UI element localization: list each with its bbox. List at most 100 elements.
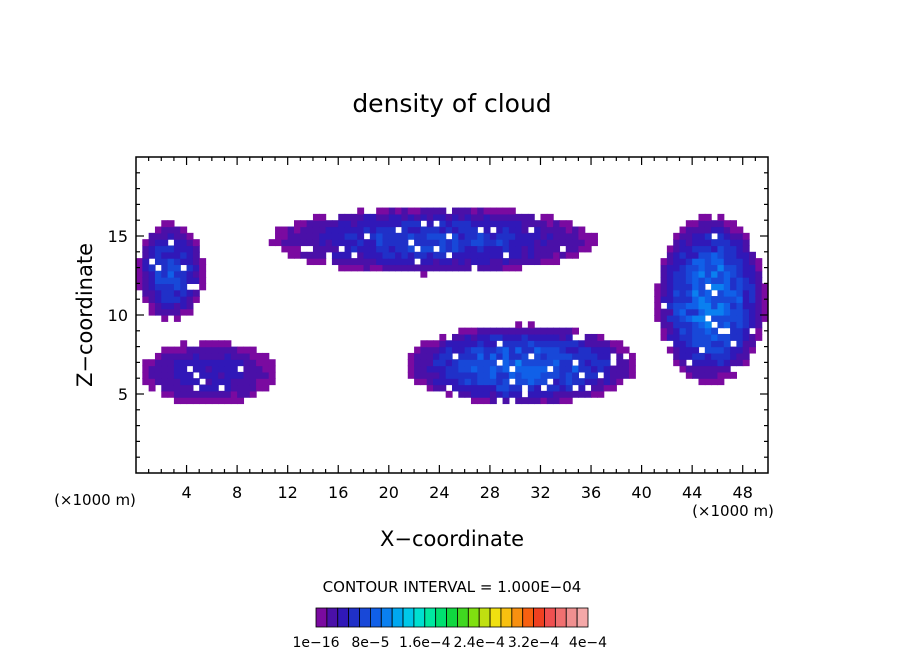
density-cell	[452, 245, 459, 253]
density-cell	[565, 359, 573, 367]
density-cell	[736, 333, 744, 341]
density-cell	[610, 365, 617, 373]
density-cell	[489, 239, 497, 247]
density-cell	[180, 378, 188, 386]
density-cell	[578, 359, 586, 367]
density-cell	[192, 378, 200, 386]
density-cell	[736, 321, 744, 329]
density-cell	[565, 384, 573, 392]
density-cell	[553, 371, 561, 379]
density-cell	[534, 384, 542, 392]
density-cell	[717, 352, 725, 360]
density-cell	[470, 333, 478, 341]
density-cell	[736, 232, 744, 240]
density-cell	[692, 333, 700, 341]
density-cell	[148, 239, 156, 247]
density-cell	[483, 346, 491, 354]
density-cell	[704, 251, 712, 259]
density-cell	[755, 315, 763, 322]
density-cell	[211, 346, 219, 354]
density-cell	[742, 321, 750, 329]
density-cell	[230, 346, 238, 354]
density-cell	[685, 289, 693, 297]
density-cell	[521, 352, 529, 360]
density-cell	[357, 207, 365, 215]
density-cell	[755, 321, 763, 329]
density-cell	[262, 365, 270, 373]
colorbar-swatch	[544, 607, 556, 628]
density-cell	[508, 346, 516, 354]
density-cell	[401, 213, 409, 221]
colorbar-swatch	[533, 607, 545, 628]
density-cell	[540, 390, 548, 398]
density-cell	[312, 251, 320, 259]
density-cell	[496, 384, 504, 392]
density-cell	[553, 226, 561, 234]
density-cell	[148, 251, 156, 259]
density-cell	[464, 352, 472, 360]
density-cell	[395, 213, 403, 221]
density-cell	[565, 226, 573, 234]
density-cell	[211, 397, 219, 405]
density-cell	[426, 371, 434, 379]
density-cell	[496, 251, 504, 259]
density-cell	[249, 378, 257, 386]
density-cell	[230, 384, 238, 392]
density-cell	[755, 264, 763, 272]
density-cell	[186, 296, 194, 303]
density-cell	[306, 251, 314, 259]
density-cell	[742, 315, 750, 322]
density-cell	[673, 327, 681, 335]
density-cell	[704, 308, 712, 316]
density-cell	[433, 226, 440, 234]
density-cell	[180, 296, 188, 303]
density-cell	[496, 220, 504, 228]
density-cell	[578, 245, 586, 253]
density-cell	[325, 220, 333, 228]
density-cell	[452, 226, 459, 234]
density-cell	[692, 277, 700, 284]
density-cell	[616, 359, 624, 367]
density-cell	[154, 352, 162, 360]
density-cell	[489, 258, 497, 266]
density-cell	[698, 258, 706, 266]
density-cell	[205, 397, 213, 405]
density-cell	[496, 245, 504, 253]
density-cell	[325, 226, 333, 234]
density-cell	[527, 258, 535, 266]
density-cell	[685, 239, 693, 247]
density-cell	[369, 258, 377, 266]
density-cell	[395, 220, 403, 228]
density-cell	[331, 245, 339, 253]
density-cell	[546, 333, 554, 341]
density-cell	[704, 264, 712, 272]
y-tick-label: 15	[108, 227, 128, 246]
density-cell	[306, 226, 314, 234]
density-cell	[730, 239, 737, 247]
density-cell	[730, 245, 737, 253]
density-cell	[622, 359, 630, 367]
density-cell	[205, 340, 213, 348]
density-cell	[654, 308, 662, 316]
density-cell	[622, 371, 630, 379]
density-cell	[173, 397, 181, 405]
density-cell	[331, 258, 339, 266]
density-cell	[256, 378, 263, 386]
density-cell	[287, 245, 295, 253]
density-cell	[414, 232, 421, 240]
density-cell	[515, 352, 523, 360]
density-cell	[211, 371, 219, 379]
density-cell	[711, 220, 719, 228]
density-cell	[692, 308, 700, 316]
density-cell	[717, 359, 725, 367]
density-cell	[439, 251, 447, 259]
density-cell	[723, 289, 731, 297]
colorbar-swatch	[478, 607, 491, 628]
density-cell	[704, 226, 712, 234]
density-cell	[369, 264, 377, 272]
density-cell	[489, 245, 497, 253]
density-cell	[527, 384, 535, 392]
density-cell	[167, 226, 175, 234]
density-cell	[698, 321, 706, 329]
density-cell	[723, 245, 731, 253]
